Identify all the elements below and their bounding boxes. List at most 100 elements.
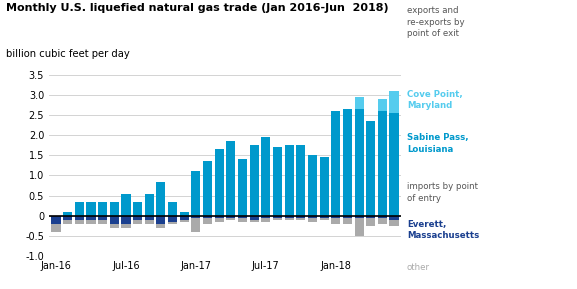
Bar <box>110 224 119 228</box>
Bar <box>250 145 258 216</box>
Bar <box>343 109 352 216</box>
Bar <box>215 216 224 218</box>
Bar <box>98 216 107 220</box>
Bar <box>273 216 282 218</box>
Bar <box>168 222 177 224</box>
Bar <box>238 218 247 222</box>
Bar <box>238 160 247 216</box>
Bar <box>179 220 189 222</box>
Text: imports by point
of entry: imports by point of entry <box>407 182 478 203</box>
Bar <box>308 218 317 222</box>
Bar <box>354 109 364 216</box>
Bar <box>366 121 375 216</box>
Bar <box>261 137 271 216</box>
Bar <box>156 181 166 216</box>
Bar <box>238 216 247 218</box>
Bar <box>168 202 177 216</box>
Bar <box>296 218 305 220</box>
Bar <box>389 216 399 220</box>
Bar <box>110 202 119 216</box>
Bar <box>87 220 96 224</box>
Bar <box>179 212 189 216</box>
Bar <box>378 111 387 216</box>
Text: exports and
re-exports by
point of exit: exports and re-exports by point of exit <box>407 6 464 38</box>
Bar <box>389 220 399 226</box>
Bar <box>343 218 352 224</box>
Bar <box>354 216 364 218</box>
Bar <box>87 216 96 220</box>
Text: billion cubic feet per day: billion cubic feet per day <box>6 49 129 59</box>
Bar <box>320 216 329 218</box>
Bar <box>75 202 84 216</box>
Bar <box>192 218 200 232</box>
Bar <box>145 194 154 216</box>
Bar <box>226 141 235 216</box>
Bar <box>98 202 107 216</box>
Bar <box>145 220 154 224</box>
Bar <box>110 216 119 224</box>
Text: other: other <box>407 263 430 272</box>
Bar <box>51 216 61 224</box>
Bar <box>308 155 317 216</box>
Bar <box>331 111 340 216</box>
Bar <box>389 91 399 113</box>
Bar <box>63 220 72 224</box>
Bar <box>192 171 200 216</box>
Bar <box>389 113 399 216</box>
Bar <box>378 218 387 224</box>
Bar <box>378 216 387 218</box>
Bar <box>87 202 96 216</box>
Bar <box>354 97 364 109</box>
Bar <box>168 216 177 222</box>
Bar <box>343 216 352 218</box>
Bar <box>378 99 387 111</box>
Bar <box>215 149 224 216</box>
Bar <box>296 145 305 216</box>
Bar <box>366 218 375 226</box>
Bar <box>284 145 294 216</box>
Text: Monthly U.S. liquefied natural gas trade (Jan 2016-Jun  2018): Monthly U.S. liquefied natural gas trade… <box>6 3 388 13</box>
Bar <box>320 158 329 216</box>
Bar <box>261 218 271 222</box>
Bar <box>203 218 212 224</box>
Text: Everett,
Massachusetts: Everett, Massachusetts <box>407 220 479 240</box>
Bar <box>75 216 84 220</box>
Bar <box>121 216 130 224</box>
Bar <box>133 216 142 220</box>
Bar <box>145 216 154 220</box>
Bar <box>75 220 84 224</box>
Bar <box>296 216 305 218</box>
Bar <box>192 216 200 218</box>
Bar <box>273 147 282 216</box>
Bar <box>261 216 271 218</box>
Bar <box>121 194 130 216</box>
Text: Sabine Pass,
Louisiana: Sabine Pass, Louisiana <box>407 133 469 154</box>
Bar <box>51 224 61 232</box>
Bar <box>203 216 212 218</box>
Bar <box>156 216 166 224</box>
Bar <box>250 220 258 222</box>
Bar <box>226 216 235 218</box>
Bar <box>250 216 258 220</box>
Bar <box>354 218 364 236</box>
Bar <box>156 224 166 228</box>
Bar <box>133 202 142 216</box>
Bar <box>226 218 235 220</box>
Bar <box>273 218 282 220</box>
Bar <box>284 218 294 220</box>
Bar <box>98 220 107 224</box>
Bar <box>331 216 340 218</box>
Bar <box>133 220 142 224</box>
Bar <box>63 212 72 216</box>
Bar <box>308 216 317 218</box>
Bar <box>63 216 72 220</box>
Bar <box>203 162 212 216</box>
Bar <box>284 216 294 218</box>
Bar <box>320 218 329 220</box>
Bar <box>215 218 224 222</box>
Bar <box>121 224 130 228</box>
Bar <box>366 216 375 218</box>
Text: Cove Point,
Maryland: Cove Point, Maryland <box>407 90 463 110</box>
Bar <box>331 218 340 224</box>
Bar <box>179 216 189 220</box>
